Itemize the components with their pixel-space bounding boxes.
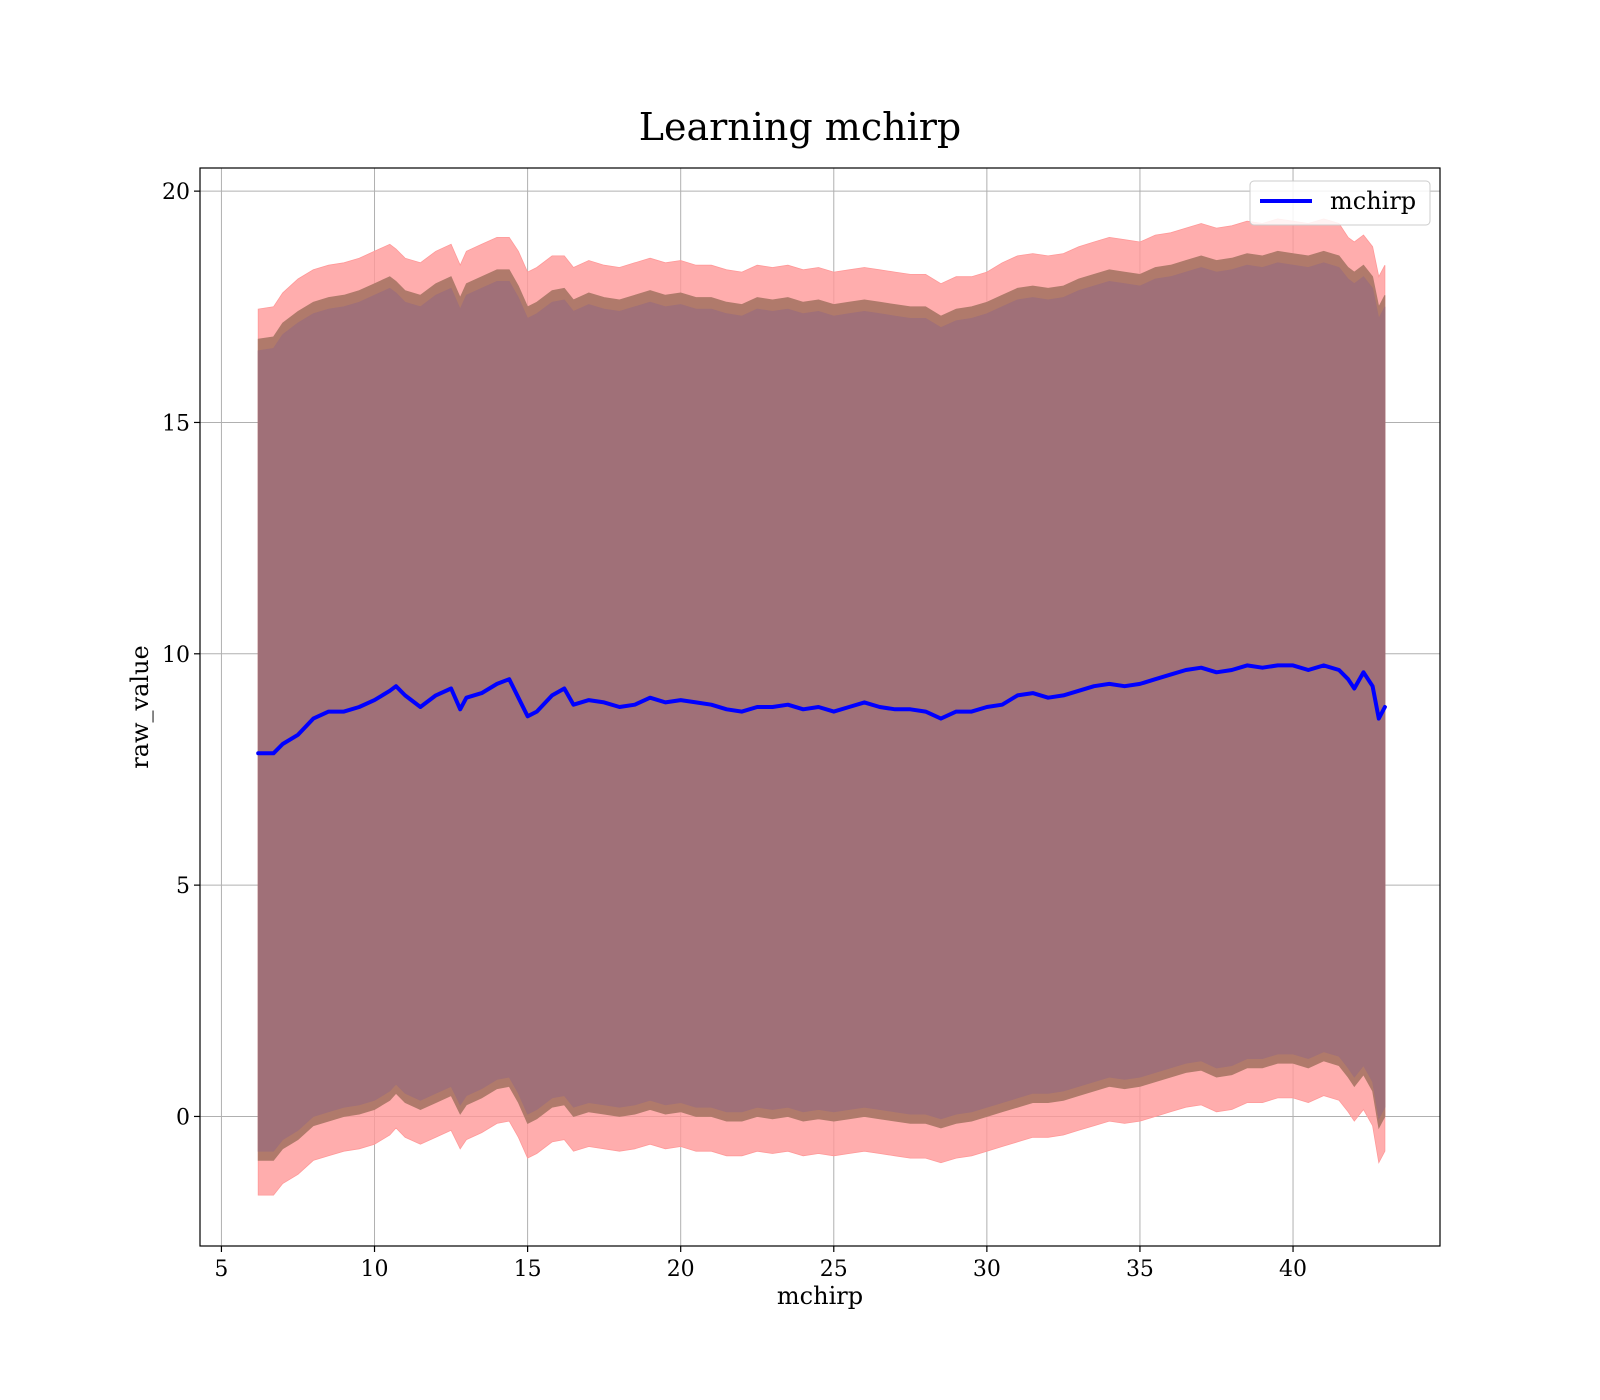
chart-title: Learning mchirp [639, 105, 961, 149]
series-lines [256, 663, 1387, 756]
y-axis-label: raw_value [126, 645, 154, 769]
x-tick-label: 40 [1279, 1257, 1307, 1282]
legend-label-mchirp: mchirp [1330, 187, 1416, 215]
y-axis-ticks: 0 5 10 15 20 [162, 180, 200, 1130]
y-tick-label: 20 [162, 180, 190, 205]
plot-frame [199, 167, 1441, 1247]
x-axis-ticks: 5 10 15 20 25 30 35 40 [214, 1246, 1307, 1282]
x-axis-label: mchirp [777, 1282, 863, 1310]
legend: mchirp [1249, 180, 1431, 226]
x-tick-label: 10 [361, 1257, 389, 1282]
y-tick-label: 10 [162, 643, 190, 668]
x-tick-label: 5 [214, 1257, 228, 1282]
series-line-mchirp [256, 663, 1387, 756]
y-tick-label: 15 [162, 411, 190, 436]
legend-box [1249, 180, 1431, 226]
x-tick-label: 30 [973, 1257, 1001, 1282]
x-tick-label: 20 [667, 1257, 695, 1282]
x-tick-label: 25 [820, 1257, 848, 1282]
x-tick-label: 15 [514, 1257, 542, 1282]
x-tick-label: 35 [1126, 1257, 1154, 1282]
y-tick-label: 0 [176, 1105, 190, 1130]
y-tick-label: 5 [176, 874, 190, 899]
